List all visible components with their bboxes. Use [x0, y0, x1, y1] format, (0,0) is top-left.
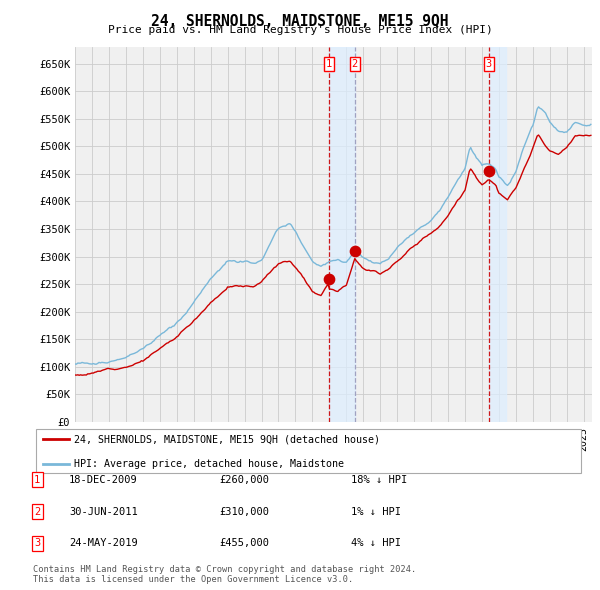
Text: 18-DEC-2009: 18-DEC-2009 — [69, 475, 138, 484]
Text: Price paid vs. HM Land Registry's House Price Index (HPI): Price paid vs. HM Land Registry's House … — [107, 25, 493, 35]
Text: 24-MAY-2019: 24-MAY-2019 — [69, 539, 138, 548]
Text: 24, SHERNOLDS, MAIDSTONE, ME15 9QH (detached house): 24, SHERNOLDS, MAIDSTONE, ME15 9QH (deta… — [74, 434, 380, 444]
Bar — [329, 47, 355, 422]
FancyBboxPatch shape — [36, 428, 581, 473]
Point — [484, 166, 493, 176]
Text: 4% ↓ HPI: 4% ↓ HPI — [351, 539, 401, 548]
Text: Contains HM Land Registry data © Crown copyright and database right 2024.
This d: Contains HM Land Registry data © Crown c… — [33, 565, 416, 584]
Text: 24, SHERNOLDS, MAIDSTONE, ME15 9QH: 24, SHERNOLDS, MAIDSTONE, ME15 9QH — [151, 14, 449, 28]
Text: 3: 3 — [34, 539, 40, 548]
Text: 30-JUN-2011: 30-JUN-2011 — [69, 507, 138, 516]
Bar — [488, 47, 506, 422]
Point — [350, 247, 359, 256]
Text: 1: 1 — [34, 475, 40, 484]
Text: 1: 1 — [326, 59, 332, 69]
Text: 1% ↓ HPI: 1% ↓ HPI — [351, 507, 401, 516]
Text: £310,000: £310,000 — [219, 507, 269, 516]
Point — [324, 274, 334, 283]
Text: £455,000: £455,000 — [219, 539, 269, 548]
Text: 3: 3 — [485, 59, 492, 69]
Text: HPI: Average price, detached house, Maidstone: HPI: Average price, detached house, Maid… — [74, 459, 344, 469]
Text: 2: 2 — [352, 59, 358, 69]
Text: 2: 2 — [34, 507, 40, 516]
Text: £260,000: £260,000 — [219, 475, 269, 484]
Text: 18% ↓ HPI: 18% ↓ HPI — [351, 475, 407, 484]
